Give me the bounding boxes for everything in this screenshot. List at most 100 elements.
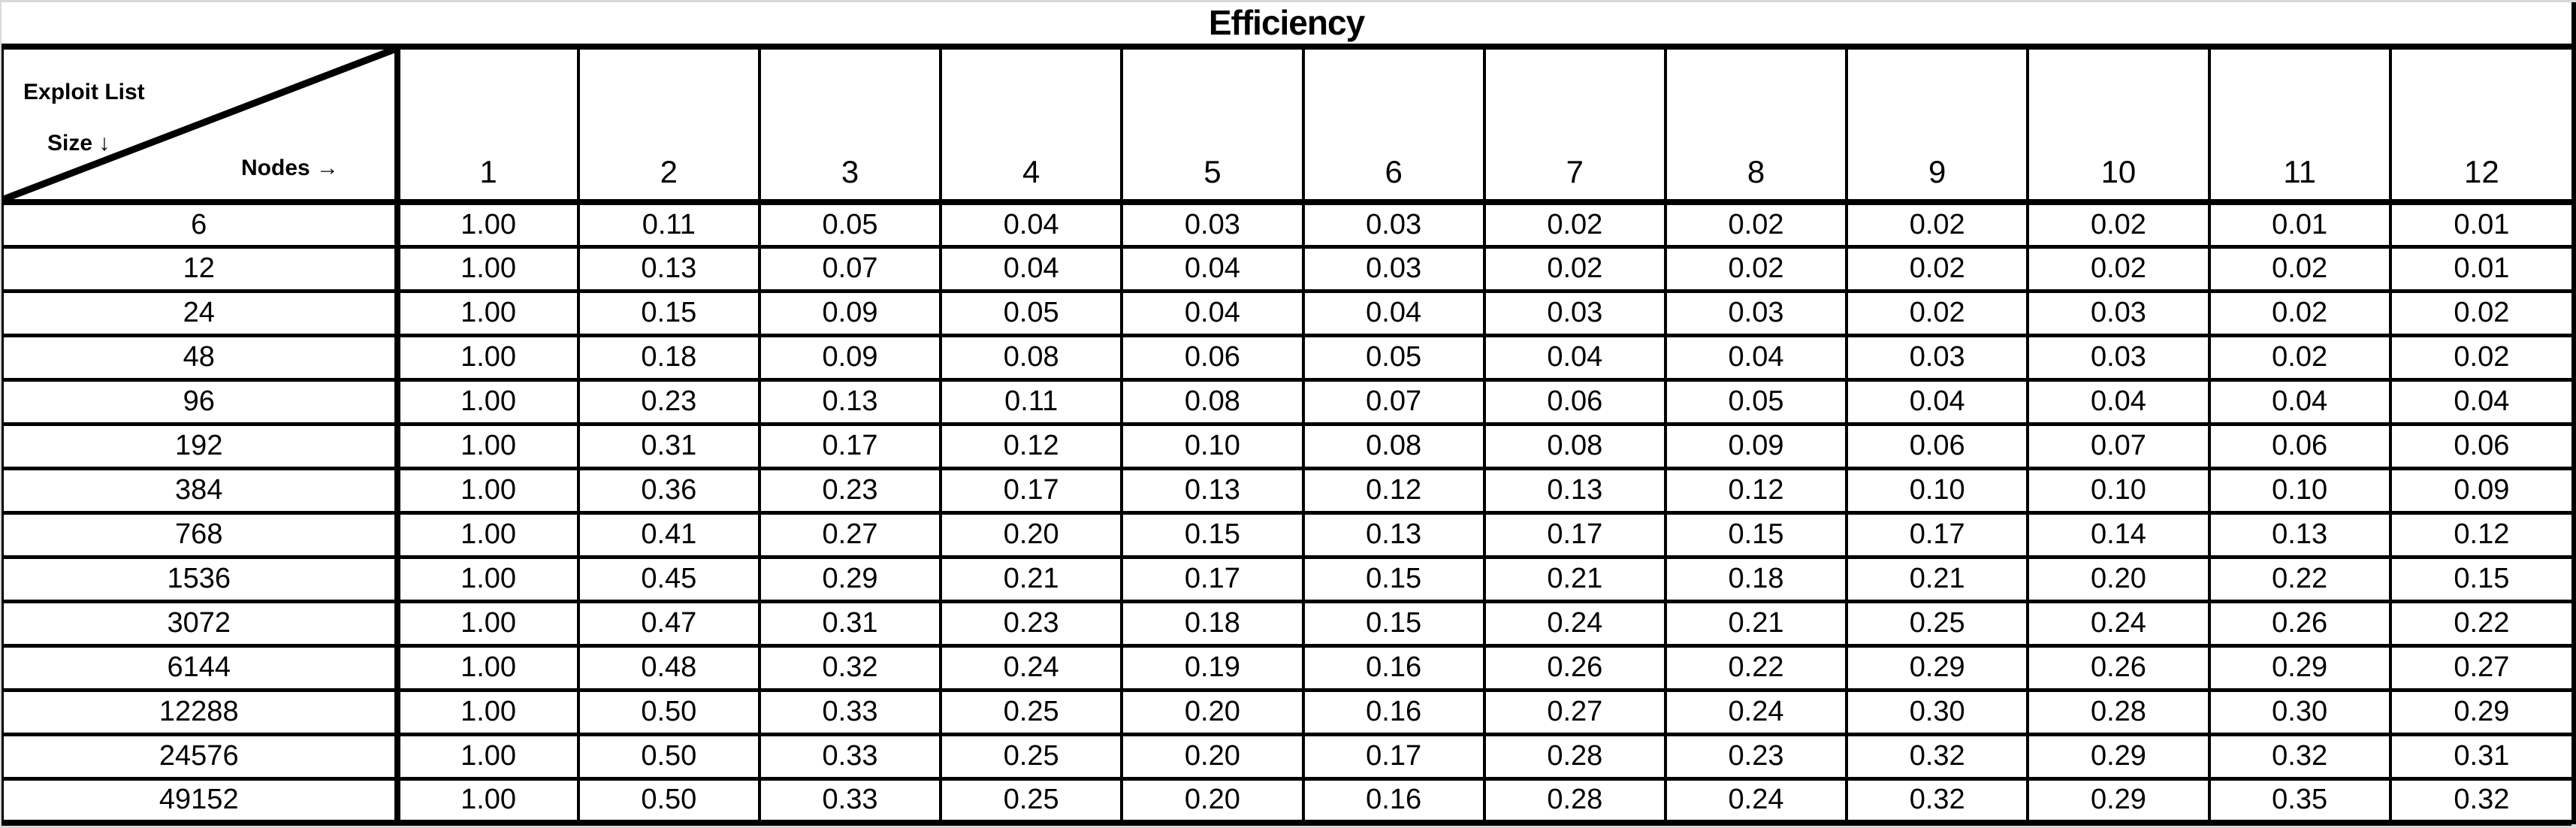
value-cell: 0.10 xyxy=(2207,466,2392,515)
column-header: 1 xyxy=(395,50,580,205)
value-cell: 0.02 xyxy=(2388,289,2571,337)
value-cell: 0.19 xyxy=(1120,643,1305,692)
value-cell: 0.02 xyxy=(1845,244,2030,293)
value-cell: 0.03 xyxy=(1482,289,1667,337)
value-cell: 0.05 xyxy=(757,200,943,249)
row-label: 96 xyxy=(2,377,400,426)
value-cell: 0.06 xyxy=(2388,422,2571,470)
value-cell: 0.03 xyxy=(1845,333,2030,382)
value-cell: 0.24 xyxy=(1663,687,1849,736)
value-cell: 0.13 xyxy=(1482,466,1667,515)
table-row: 24 1.00 0.15 0.09 0.05 0.04 0.04 0.03 0.03 0.02 0.… xyxy=(2,289,2571,337)
table-row: 768 1.00 0.41 0.27 0.20 0.15 0.13 0.17 0.15 0.17 0… xyxy=(2,510,2571,559)
value-cell: 0.01 xyxy=(2388,200,2571,249)
table-row: 96 1.00 0.23 0.13 0.11 0.08 0.07 0.06 0.05 0.04 0.… xyxy=(2,377,2571,426)
value-cell: 0.13 xyxy=(757,377,943,426)
value-cell: 0.20 xyxy=(1120,732,1305,781)
value-cell: 0.07 xyxy=(757,244,943,293)
value-cell: 0.21 xyxy=(939,555,1124,603)
column-header: 3 xyxy=(757,50,943,205)
table-row: 12 1.00 0.13 0.07 0.04 0.04 0.03 0.02 0.02 0.02 0.… xyxy=(2,244,2571,293)
value-cell: 1.00 xyxy=(395,643,580,692)
corner-header-cell: Exploit List Size ↓ Nodes → xyxy=(2,50,400,205)
value-cell: 0.10 xyxy=(1120,422,1305,470)
value-cell: 0.27 xyxy=(2388,643,2571,692)
value-cell: 0.11 xyxy=(576,200,761,249)
value-cell: 0.16 xyxy=(1301,776,1486,826)
value-cell: 0.17 xyxy=(757,422,943,470)
value-cell: 0.32 xyxy=(2388,776,2571,826)
table-row: 12288 1.00 0.50 0.33 0.25 0.20 0.16 0.27 0.24 0.3… xyxy=(2,687,2571,736)
value-cell: 0.28 xyxy=(1482,732,1667,781)
value-cell: 0.04 xyxy=(1120,244,1305,293)
value-cell: 0.20 xyxy=(1120,687,1305,736)
value-cell: 0.50 xyxy=(576,732,761,781)
value-cell: 0.25 xyxy=(939,776,1124,826)
value-cell: 0.03 xyxy=(1663,289,1849,337)
value-cell: 0.03 xyxy=(2026,333,2211,382)
value-cell: 0.15 xyxy=(1120,510,1305,559)
value-cell: 1.00 xyxy=(395,687,580,736)
value-cell: 1.00 xyxy=(395,555,580,603)
value-cell: 0.05 xyxy=(1301,333,1486,382)
value-cell: 0.28 xyxy=(2026,687,2211,736)
value-cell: 0.15 xyxy=(1301,555,1486,603)
table-title: Efficiency xyxy=(2,2,2571,50)
value-cell: 0.13 xyxy=(2207,510,2392,559)
value-cell: 1.00 xyxy=(395,466,580,515)
value-cell: 0.25 xyxy=(1845,599,2030,648)
value-cell: 0.29 xyxy=(757,555,943,603)
value-cell: 0.04 xyxy=(2026,377,2211,426)
row-label: 1536 xyxy=(2,555,400,603)
value-cell: 0.33 xyxy=(757,732,943,781)
data-table: Exploit List Size ↓ Nodes → 1 2 3 4 5 6 7 8 9 10 1… xyxy=(2,50,2571,826)
value-cell: 0.02 xyxy=(1663,200,1849,249)
value-cell: 1.00 xyxy=(395,200,580,249)
value-cell: 0.01 xyxy=(2388,244,2571,293)
value-cell: 0.22 xyxy=(1663,643,1849,692)
value-cell: 0.18 xyxy=(1663,555,1849,603)
value-cell: 0.31 xyxy=(757,599,943,648)
value-cell: 0.03 xyxy=(2026,289,2211,337)
value-cell: 0.20 xyxy=(939,510,1124,559)
value-cell: 0.33 xyxy=(757,776,943,826)
value-cell: 1.00 xyxy=(395,377,580,426)
value-cell: 0.23 xyxy=(1663,732,1849,781)
value-cell: 0.02 xyxy=(2026,200,2211,249)
value-cell: 0.09 xyxy=(1663,422,1849,470)
value-cell: 0.20 xyxy=(2026,555,2211,603)
table-row: 24576 1.00 0.50 0.33 0.25 0.20 0.17 0.28 0.23 0.3… xyxy=(2,732,2571,781)
row-label: 12 xyxy=(2,244,400,293)
value-cell: 0.32 xyxy=(2207,732,2392,781)
value-cell: 0.31 xyxy=(576,422,761,470)
value-cell: 0.04 xyxy=(2207,377,2392,426)
value-cell: 0.21 xyxy=(1845,555,2030,603)
value-cell: 0.12 xyxy=(1663,466,1849,515)
value-cell: 0.04 xyxy=(1845,377,2030,426)
value-cell: 0.30 xyxy=(1845,687,2030,736)
value-cell: 0.12 xyxy=(1301,466,1486,515)
value-cell: 0.02 xyxy=(2207,333,2392,382)
value-cell: 0.32 xyxy=(757,643,943,692)
value-cell: 0.24 xyxy=(1663,776,1849,826)
value-cell: 0.18 xyxy=(1120,599,1305,648)
column-header: 4 xyxy=(939,50,1124,205)
value-cell: 0.23 xyxy=(576,377,761,426)
value-cell: 0.23 xyxy=(939,599,1124,648)
value-cell: 0.15 xyxy=(1663,510,1849,559)
column-header: 2 xyxy=(576,50,761,205)
value-cell: 0.14 xyxy=(2026,510,2211,559)
table-row: 1536 1.00 0.45 0.29 0.21 0.17 0.15 0.21 0.18 0.21… xyxy=(2,555,2571,603)
value-cell: 0.02 xyxy=(1482,200,1667,249)
value-cell: 0.02 xyxy=(2207,289,2392,337)
value-cell: 0.30 xyxy=(2207,687,2392,736)
value-cell: 1.00 xyxy=(395,732,580,781)
value-cell: 0.02 xyxy=(2388,333,2571,382)
value-cell: 0.02 xyxy=(1482,244,1667,293)
row-label: 384 xyxy=(2,466,400,515)
row-label: 768 xyxy=(2,510,400,559)
value-cell: 0.09 xyxy=(2388,466,2571,515)
value-cell: 0.17 xyxy=(1301,732,1486,781)
value-cell: 0.25 xyxy=(939,732,1124,781)
value-cell: 0.21 xyxy=(1482,555,1667,603)
